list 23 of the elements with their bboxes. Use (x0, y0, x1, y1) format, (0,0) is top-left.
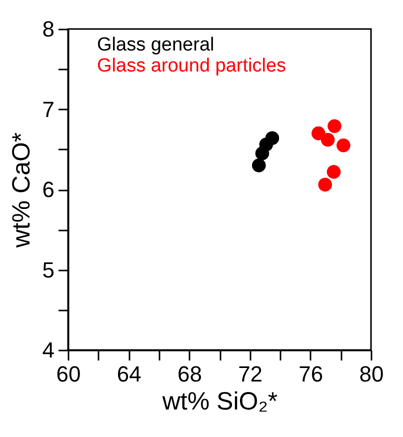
point (328, 119, 342, 133)
point (336, 138, 350, 152)
x-tick-label: 72 (238, 362, 263, 386)
x-tick-label: 68 (177, 362, 202, 386)
y-tick-label: 7 (42, 96, 54, 122)
text: Glass general (97, 34, 214, 56)
y-tick-label: 5 (42, 257, 54, 282)
point (312, 126, 326, 140)
point (326, 164, 341, 179)
x-tick-label: 80 (359, 362, 384, 386)
y-tick-label: 8 (42, 16, 54, 42)
y-tick-label: 6 (42, 177, 54, 202)
x-tick-label: 60 (56, 362, 81, 386)
point (252, 158, 266, 172)
point (320, 132, 335, 147)
point (318, 178, 332, 192)
point (265, 131, 280, 146)
x-tick-label: 64 (116, 362, 142, 386)
x-axis-title: wt% SiO₂* (161, 388, 278, 416)
text: Glass around particles (97, 56, 286, 76)
y-axis-title: wt% CaO* (7, 132, 36, 249)
x-tick-label: 76 (298, 362, 324, 386)
y-tick-label: 4 (42, 338, 54, 362)
